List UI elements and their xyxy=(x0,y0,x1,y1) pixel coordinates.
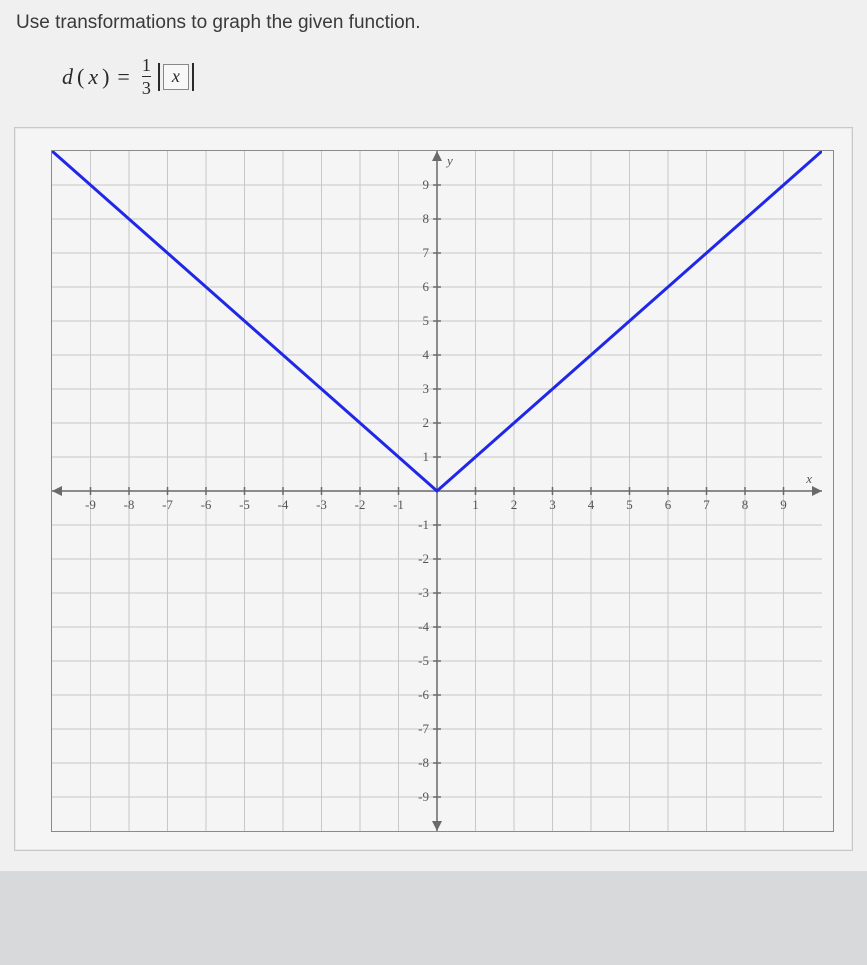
svg-text:8: 8 xyxy=(423,211,430,226)
eq-open-paren: ( xyxy=(77,64,84,90)
eq-fraction: 1 3 xyxy=(142,56,151,97)
svg-text:-8: -8 xyxy=(418,755,429,770)
eq-abs-variable: x xyxy=(172,66,180,87)
svg-text:5: 5 xyxy=(626,497,633,512)
abs-bar-left xyxy=(158,63,160,91)
eq-variable: x xyxy=(88,64,98,90)
svg-text:7: 7 xyxy=(423,245,430,260)
svg-text:-7: -7 xyxy=(162,497,173,512)
svg-text:5: 5 xyxy=(423,313,430,328)
svg-text:1: 1 xyxy=(472,497,479,512)
eq-frac-den: 3 xyxy=(142,76,151,97)
svg-text:4: 4 xyxy=(588,497,595,512)
svg-text:3: 3 xyxy=(423,381,430,396)
svg-text:-5: -5 xyxy=(418,653,429,668)
svg-text:-8: -8 xyxy=(124,497,135,512)
svg-text:2: 2 xyxy=(423,415,430,430)
abs-bar-right xyxy=(192,63,194,91)
svg-text:-2: -2 xyxy=(418,551,429,566)
eq-equals: = xyxy=(117,64,129,90)
svg-text:6: 6 xyxy=(665,497,672,512)
svg-text:-4: -4 xyxy=(418,619,429,634)
svg-text:3: 3 xyxy=(549,497,556,512)
eq-frac-num: 1 xyxy=(142,56,151,76)
svg-text:-4: -4 xyxy=(278,497,289,512)
svg-text:-3: -3 xyxy=(316,497,327,512)
svg-text:1: 1 xyxy=(423,449,430,464)
svg-text:6: 6 xyxy=(423,279,430,294)
eq-function-letter: d xyxy=(62,64,73,90)
svg-text:x: x xyxy=(805,471,812,486)
svg-text:-6: -6 xyxy=(201,497,212,512)
question-page: Use transformations to graph the given f… xyxy=(0,0,867,871)
svg-text:-2: -2 xyxy=(355,497,366,512)
svg-text:9: 9 xyxy=(423,177,430,192)
svg-text:-6: -6 xyxy=(418,687,429,702)
chart-frame: -9 -8 -7 -6 -5 -4 -3 -2 -1 1 2 3 4 5 6 7 8 9 -9 -8 -7 -6 -5 -4 -… xyxy=(14,127,853,851)
svg-text:2: 2 xyxy=(511,497,518,512)
svg-text:-1: -1 xyxy=(393,497,404,512)
eq-abs-value-box[interactable]: x xyxy=(163,64,189,90)
svg-text:9: 9 xyxy=(780,497,787,512)
svg-text:8: 8 xyxy=(742,497,749,512)
svg-text:-5: -5 xyxy=(239,497,250,512)
svg-text:-7: -7 xyxy=(418,721,429,736)
equation: d (x) = 1 3 x xyxy=(62,56,853,97)
svg-text:7: 7 xyxy=(703,497,710,512)
eq-close-paren: ) xyxy=(102,64,109,90)
svg-text:-3: -3 xyxy=(418,585,429,600)
coordinate-plane[interactable]: -9 -8 -7 -6 -5 -4 -3 -2 -1 1 2 3 4 5 6 7 8 9 -9 -8 -7 -6 -5 -4 -… xyxy=(52,151,822,831)
chart-box[interactable]: -9 -8 -7 -6 -5 -4 -3 -2 -1 1 2 3 4 5 6 7 8 9 -9 -8 -7 -6 -5 -4 -… xyxy=(51,150,834,832)
svg-text:-1: -1 xyxy=(418,517,429,532)
svg-text:-9: -9 xyxy=(85,497,96,512)
svg-text:y: y xyxy=(445,153,453,168)
svg-text:4: 4 xyxy=(423,347,430,362)
svg-text:-9: -9 xyxy=(418,789,429,804)
prompt-text: Use transformations to graph the given f… xyxy=(16,12,853,34)
